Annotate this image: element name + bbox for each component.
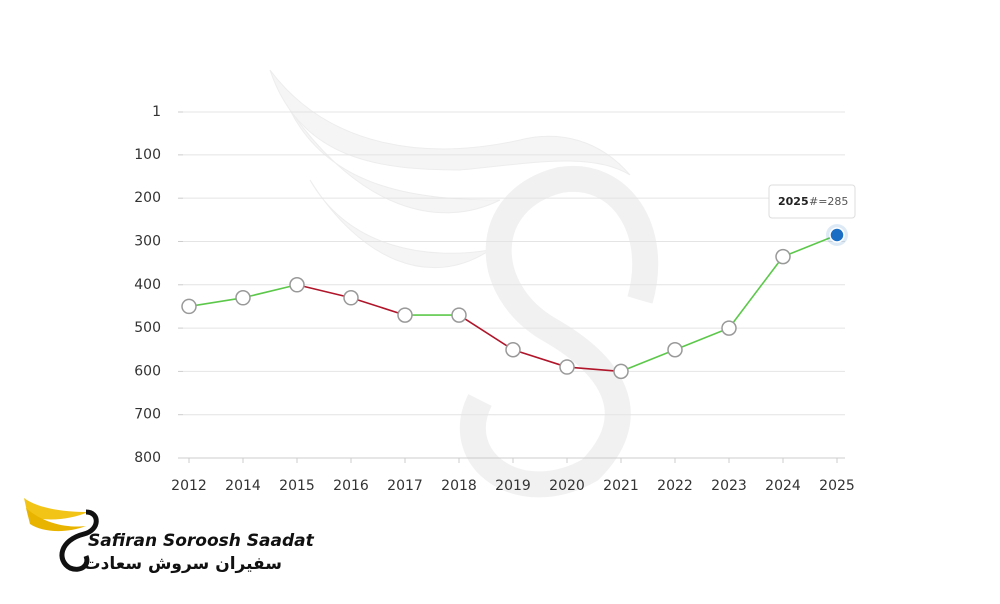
line-segment (566, 366, 622, 373)
y-tick-label: 500 (134, 320, 161, 336)
line-segment (674, 327, 730, 351)
x-tick-label: 2024 (765, 478, 801, 494)
line-segment (620, 348, 676, 373)
y-tick-label: 100 (134, 147, 161, 163)
data-point (451, 307, 467, 323)
data-point (505, 341, 521, 358)
x-tick-label: 2020 (549, 478, 585, 494)
x-tick-label: 2019 (495, 478, 531, 494)
x-tick-label: 2016 (333, 478, 369, 494)
line-segment (242, 284, 298, 299)
tooltip: 2025 #=285 (768, 184, 856, 219)
data-point (613, 363, 629, 380)
watermark (269, 69, 659, 498)
line-segment (350, 297, 406, 316)
y-tick-label: 600 (134, 363, 161, 379)
data-point (343, 290, 359, 306)
y-tick-label: 800 (134, 450, 161, 466)
data-point (397, 307, 413, 323)
tooltip-category: 2025 (778, 195, 809, 208)
y-tick-label: 200 (134, 190, 161, 206)
x-tick-label: 2018 (441, 478, 477, 494)
x-tick-label: 2025 (819, 478, 855, 494)
line-segment (458, 314, 514, 351)
logo: Safiran Soroosh Saadat سفیران سروش سعادت (24, 498, 315, 574)
y-tick-label: 300 (134, 233, 161, 249)
x-tick-label: 2012 (171, 478, 207, 494)
y-tick-label: 1 (152, 104, 161, 120)
line-segment (782, 234, 838, 258)
data-point (829, 227, 845, 243)
data-point (289, 277, 305, 293)
logo-name-fa: سفیران سروش سعادت (84, 554, 282, 574)
x-tick-label: 2022 (657, 478, 693, 494)
y-tick-label: 400 (134, 277, 161, 293)
y-tick-label: 700 (134, 407, 161, 423)
data-point (559, 359, 575, 375)
tooltip-value: #=285 (809, 195, 848, 208)
tooltip-box (768, 184, 856, 219)
x-tick-label: 2014 (225, 478, 261, 494)
line-segment (728, 256, 784, 329)
logo-name: Safiran Soroosh Saadat (88, 531, 315, 551)
x-tick-label: 2021 (603, 478, 639, 494)
line-segment (296, 284, 352, 299)
data-point (235, 290, 251, 306)
x-tick-label: 2015 (279, 478, 315, 494)
line-segment (188, 296, 244, 308)
x-tick-label: 2023 (711, 478, 747, 494)
data-point (721, 320, 737, 336)
data-point (667, 341, 683, 358)
x-tick-label: 2017 (387, 478, 423, 494)
data-point (775, 248, 791, 265)
data-point (181, 298, 197, 315)
line-segment (512, 348, 568, 368)
